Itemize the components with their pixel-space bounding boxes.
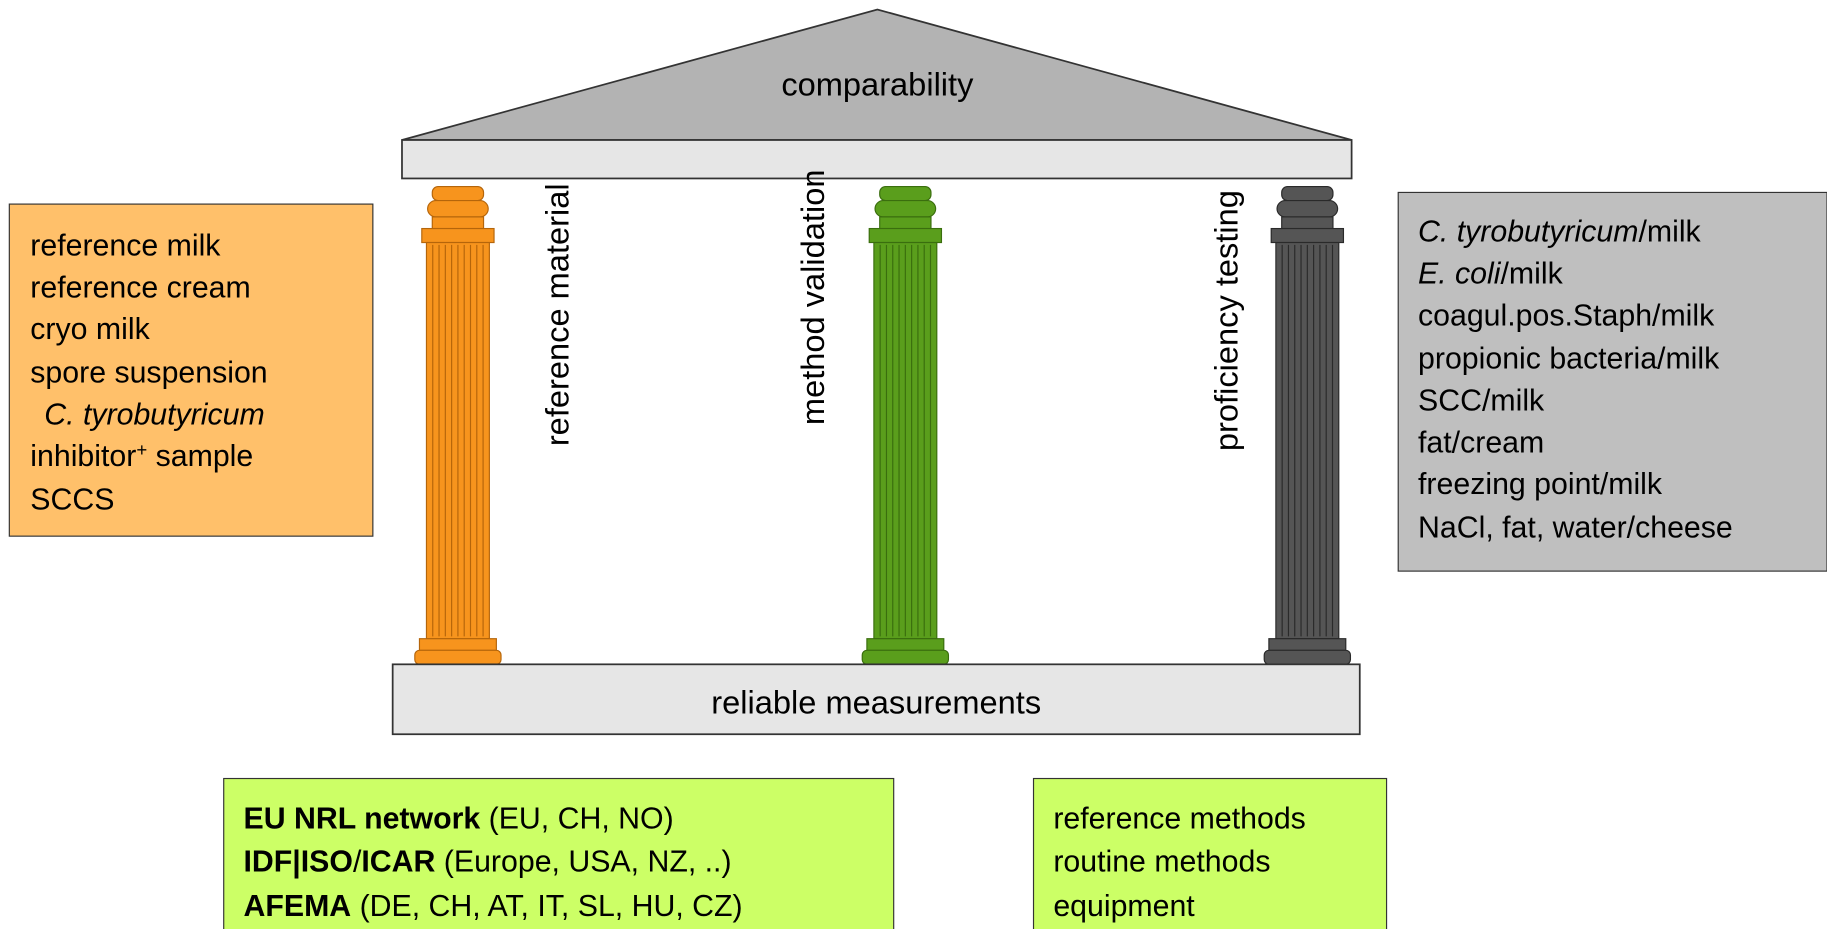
box-line: EU NRL network (EU, CH, NO): [244, 803, 674, 836]
box-line: coagul.pos.Staph/milk: [1418, 299, 1715, 332]
text-segment: (EU, CH, NO): [480, 803, 673, 836]
pillar-part: [1281, 186, 1334, 202]
pillar-part: [421, 227, 495, 244]
box-line: C. tyrobutyricum: [44, 398, 264, 431]
methods-box: [1032, 777, 1388, 929]
superscript: +: [136, 439, 147, 460]
box-line: equipment: [1053, 890, 1195, 923]
text-segment: E. coli: [1418, 257, 1502, 290]
base-label: reliable measurements: [711, 683, 1041, 720]
box-line: routine methods: [1053, 846, 1270, 879]
pillars: [414, 186, 1352, 665]
pillar-part: [1268, 638, 1347, 651]
text-segment: ICAR: [361, 846, 435, 879]
text-segment: sample: [147, 440, 253, 473]
text-segment: /: [353, 846, 362, 879]
box-line: IDF|ISO/ICAR (Europe, USA, NZ, ..): [244, 846, 732, 879]
pillar-part: [868, 227, 943, 244]
text-segment: (DE, CH, AT, IT, SL, HU, CZ): [351, 890, 742, 923]
pillar-label: method validation: [794, 169, 831, 425]
text-segment: EU NRL network: [244, 803, 481, 836]
pillar-part: [879, 186, 932, 202]
pillar-part: [427, 200, 489, 218]
text-segment: C. tyrobutyricum: [1418, 215, 1638, 248]
text-segment: IDF|ISO: [244, 846, 353, 879]
text-segment: (Europe, USA, NZ, ..): [435, 846, 731, 879]
pillar-part: [866, 638, 945, 651]
box-line: fat/cream: [1418, 426, 1544, 459]
pillar-part: [418, 638, 497, 651]
pillar-label: proficiency testing: [1207, 190, 1244, 451]
pillar-part: [414, 649, 502, 665]
box-line: reference cream: [30, 271, 250, 304]
left-box: [8, 203, 374, 537]
right-box: [1397, 191, 1827, 572]
box-line: spore suspension: [30, 356, 267, 389]
box-line: E. coli/milk: [1418, 257, 1564, 290]
box-line: SCCS: [30, 483, 114, 516]
entablature: [401, 139, 1353, 180]
base: [391, 663, 1361, 736]
text-segment: inhibitor: [30, 440, 136, 473]
pillar-part: [431, 216, 485, 230]
box-line: cryo milk: [30, 313, 150, 346]
box-line: reference milk: [30, 229, 221, 262]
text-segment: AFEMA: [244, 890, 352, 923]
pillar-part: [874, 200, 937, 218]
box-line: SCC/milk: [1418, 384, 1545, 417]
box-line: AFEMA (DE, CH, AT, IT, SL, HU, CZ): [244, 890, 743, 923]
pillar-part: [1281, 216, 1334, 230]
pillar-part: [431, 186, 485, 202]
pillar-part: [1263, 649, 1352, 665]
pillar-part: [861, 649, 950, 665]
networks-box: [223, 777, 895, 929]
box-line: propionic bacteria/milk: [1418, 342, 1720, 375]
pillar-part: [1276, 200, 1339, 218]
pillar-part: [1270, 227, 1345, 244]
text-segment: /milk: [1638, 215, 1701, 248]
box-line: NaCl, fat, water/cheese: [1418, 511, 1733, 544]
box-line: reference methods: [1053, 803, 1305, 836]
box-line: freezing point/milk: [1418, 468, 1663, 501]
text-segment: /milk: [1500, 257, 1563, 290]
pillar-part: [879, 216, 932, 230]
box-line: inhibitor+ sample: [30, 439, 253, 473]
roof-label: comparability: [781, 66, 974, 103]
pillar-label: reference material: [539, 183, 576, 446]
box-line: C. tyrobutyricum/milk: [1418, 215, 1702, 248]
